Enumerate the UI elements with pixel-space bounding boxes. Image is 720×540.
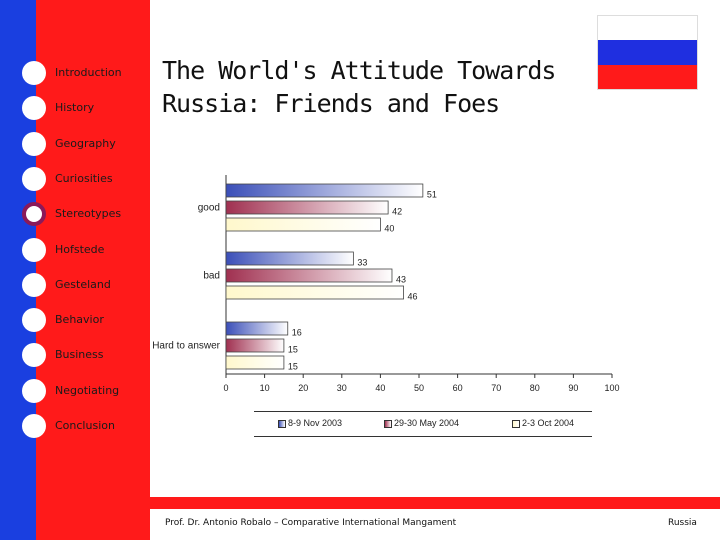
legend-swatch [512, 419, 520, 428]
nav-bullet-icon [22, 166, 46, 191]
nav-bullet-icon [22, 131, 46, 156]
bar-value-label: 43 [396, 275, 406, 285]
x-tick-label: 40 [375, 383, 385, 393]
left-blue-strip [0, 0, 36, 540]
bar-bad-series-3 [225, 285, 404, 300]
x-tick-label: 90 [568, 383, 578, 393]
category-label: bad [203, 271, 220, 282]
bar-value-label: 42 [392, 207, 402, 217]
category-label: good [198, 203, 220, 214]
nav-item-stereotypes[interactable]: Stereotypes [22, 202, 152, 227]
x-tick-label: 70 [491, 383, 501, 393]
bar-value-label: 40 [384, 224, 394, 234]
nav-item-conclusion[interactable]: Conclusion [22, 414, 152, 438]
title-line-1: The World's Attitude Towards [162, 56, 556, 85]
legend-item-3: 2-3 Oct 2004 [512, 418, 574, 428]
legend-label: 2-3 Oct 2004 [522, 418, 575, 428]
bar-value-label: 15 [288, 362, 298, 372]
bar-value-label: 46 [408, 292, 418, 302]
category-label: Hard to answer [152, 341, 220, 352]
x-tick-label: 20 [298, 383, 308, 393]
x-tick-label: 10 [260, 383, 270, 393]
chart-legend: 8-9 Nov 2003 29-30 May 2004 2-3 Oct 2004 [254, 411, 592, 437]
bar-value-label: 33 [357, 258, 367, 268]
bar-value-label: 16 [292, 328, 302, 338]
bar-value-label: 51 [427, 190, 437, 200]
nav-bullet-icon [22, 96, 46, 121]
bar-good-series-3 [225, 217, 381, 232]
nav-item-hofstede[interactable]: Hofstede [22, 237, 152, 262]
nav-item-geography[interactable]: Geography [22, 131, 152, 156]
bar-chart: 0 10 20 30 40 50 60 70 80 90 100 good 51 42 40 bad 33 434… [152, 175, 620, 393]
footer-credit: Prof. Dr. Antonio Robalo – Comparative I… [165, 518, 457, 528]
nav-bullet-icon [22, 308, 46, 333]
legend-label: 8-9 Nov 2003 [288, 418, 343, 428]
nav-bullet-icon [22, 343, 46, 368]
nav-item-gesteland[interactable]: Gesteland [22, 272, 152, 297]
nav-item-label: Geography [55, 136, 116, 150]
sidebar-red-panel [36, 0, 150, 540]
bar-hard-to-answer-series-2 [225, 338, 285, 353]
bar-bad-series-2 [225, 268, 393, 283]
footer-red-bar [150, 497, 720, 509]
nav-item-label: Gesteland [55, 277, 111, 291]
nav-item-label: Curiosities [55, 171, 113, 185]
x-tick-label: 80 [530, 383, 540, 393]
nav-item-label: Introduction [55, 66, 122, 79]
x-tick-label: 60 [453, 383, 463, 393]
nav-bullet-icon [22, 237, 46, 262]
nav-item-business[interactable]: Business [22, 343, 152, 368]
slide-title: The World's Attitude Towards Russia: Fri… [162, 54, 582, 120]
flag-white-stripe [598, 16, 697, 41]
bar-good-series-1 [225, 183, 424, 198]
nav-item-label: History [55, 101, 95, 115]
nav-item-label: Stereotypes [55, 207, 122, 221]
nav-item-label: Business [55, 348, 104, 362]
bar-bad-series-1 [225, 251, 354, 266]
x-tick-label: 100 [604, 383, 619, 393]
x-tick-label: 50 [414, 383, 424, 393]
x-tick-label: 0 [223, 383, 228, 393]
legend-label: 29-30 May 2004 [394, 418, 460, 428]
legend-swatch [384, 419, 392, 428]
legend-item-1: 8-9 Nov 2003 [278, 418, 342, 428]
nav-item-label: Conclusion [55, 419, 115, 432]
bar-hard-to-answer-series-1 [225, 321, 289, 336]
nav-item-label: Hofstede [55, 242, 105, 256]
flag-red-stripe [598, 64, 697, 89]
bar-good-series-2 [225, 200, 389, 215]
nav-bullet-icon [22, 202, 46, 227]
title-line-2: Russia: Friends and Foes [162, 89, 500, 118]
flag-blue-stripe [598, 40, 697, 65]
nav-item-curiosities[interactable]: Curiosities [22, 166, 152, 191]
nav-item-label: Behavior [55, 313, 104, 327]
nav-item-history[interactable]: History [22, 96, 152, 121]
russia-flag-icon [597, 15, 698, 90]
nav-bullet-icon [22, 378, 46, 403]
legend-item-2: 29-30 May 2004 [384, 418, 459, 428]
nav-item-negotiating[interactable]: Negotiating [22, 378, 152, 403]
legend-swatch [278, 419, 286, 428]
nav-bullet-icon [22, 272, 46, 297]
nav-item-label: Negotiating [55, 383, 120, 397]
nav-item-behavior[interactable]: Behavior [22, 308, 152, 333]
bar-value-label: 15 [288, 345, 298, 355]
footer-topic: Russia [668, 518, 697, 528]
nav-item-introduction[interactable]: Introduction [22, 61, 152, 85]
bar-hard-to-answer-series-3 [225, 355, 285, 370]
x-tick-label: 30 [337, 383, 347, 393]
nav-bullet-icon [22, 61, 46, 85]
nav-bullet-icon [22, 414, 46, 438]
